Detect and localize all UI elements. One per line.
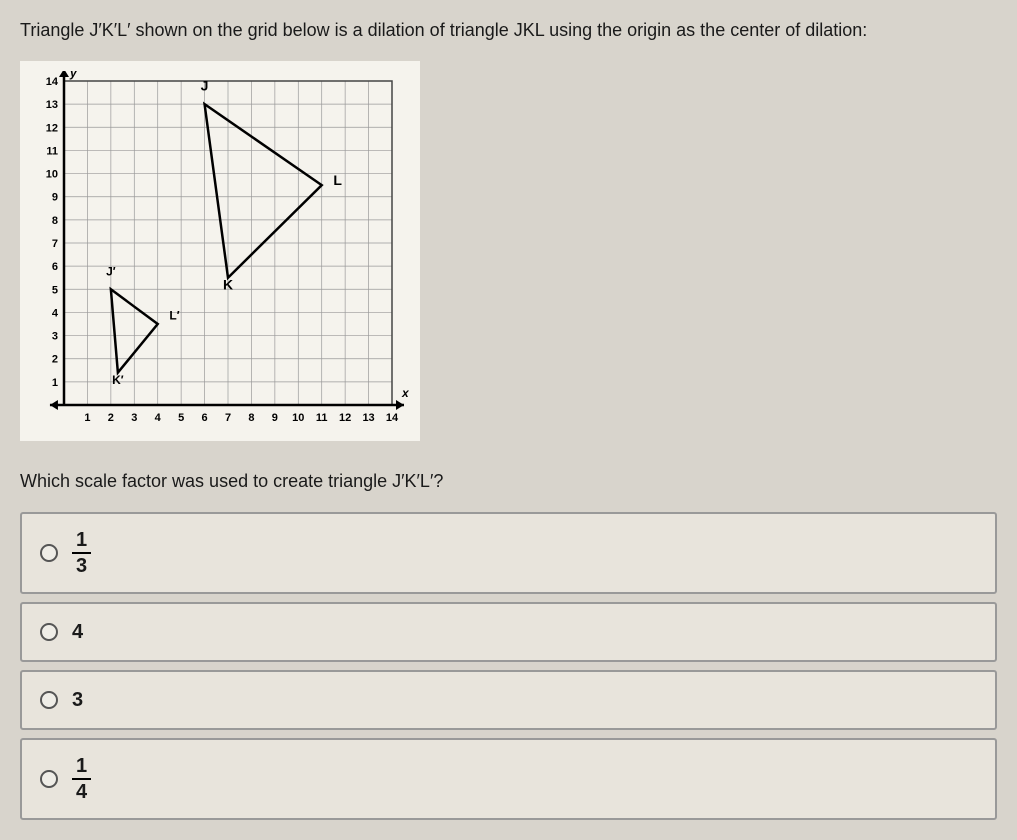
svg-text:4: 4 [52,307,59,319]
svg-text:5: 5 [178,412,184,424]
svg-text:8: 8 [248,412,254,424]
option-value-whole: 4 [72,621,83,644]
svg-text:14: 14 [386,412,399,424]
radio-icon [40,544,58,562]
svg-text:y: y [69,71,78,80]
svg-text:7: 7 [52,238,58,250]
answer-option-2[interactable]: 3 [20,670,997,730]
svg-text:L: L [333,172,342,188]
svg-text:11: 11 [316,412,328,424]
answer-option-0[interactable]: 13 [20,512,997,594]
fraction-denominator: 3 [72,554,91,576]
option-value-whole: 3 [72,689,83,712]
svg-text:6: 6 [202,412,208,424]
svg-text:9: 9 [52,192,58,204]
svg-text:10: 10 [46,169,58,181]
answer-option-3[interactable]: 14 [20,738,997,820]
svg-text:11: 11 [46,145,58,157]
svg-text:10: 10 [292,412,304,424]
svg-text:8: 8 [52,215,58,227]
svg-text:7: 7 [225,412,231,424]
radio-icon [40,691,58,709]
coordinate-grid-chart: 12345678910111213141234567891011121314xy… [30,71,410,431]
option-value-fraction: 13 [72,530,91,576]
svg-text:12: 12 [339,412,351,424]
svg-text:K: K [223,276,233,292]
svg-text:J: J [201,77,209,93]
svg-text:x: x [401,386,410,400]
svg-text:13: 13 [46,99,58,111]
svg-text:4: 4 [155,412,162,424]
answer-option-1[interactable]: 4 [20,602,997,662]
answer-options: 134314 [20,512,997,820]
radio-icon [40,623,58,641]
svg-text:J′: J′ [106,264,116,278]
fraction-denominator: 4 [72,780,91,802]
svg-text:K′: K′ [112,373,124,387]
svg-text:14: 14 [46,76,59,88]
svg-text:9: 9 [272,412,278,424]
svg-text:13: 13 [362,412,374,424]
chart-container: 12345678910111213141234567891011121314xy… [20,61,420,441]
fraction-numerator: 1 [72,530,91,554]
svg-text:5: 5 [52,284,58,296]
svg-text:1: 1 [52,377,58,389]
fraction-numerator: 1 [72,756,91,780]
svg-text:6: 6 [52,261,58,273]
option-value-fraction: 14 [72,756,91,802]
svg-text:2: 2 [52,354,58,366]
radio-icon [40,770,58,788]
svg-text:3: 3 [131,412,137,424]
svg-text:1: 1 [84,412,90,424]
svg-text:3: 3 [52,331,58,343]
question-text: Triangle J′K′L′ shown on the grid below … [20,20,997,41]
svg-text:L′: L′ [169,308,179,322]
svg-text:2: 2 [108,412,114,424]
sub-question-text: Which scale factor was used to create tr… [20,471,997,492]
svg-text:12: 12 [46,122,58,134]
